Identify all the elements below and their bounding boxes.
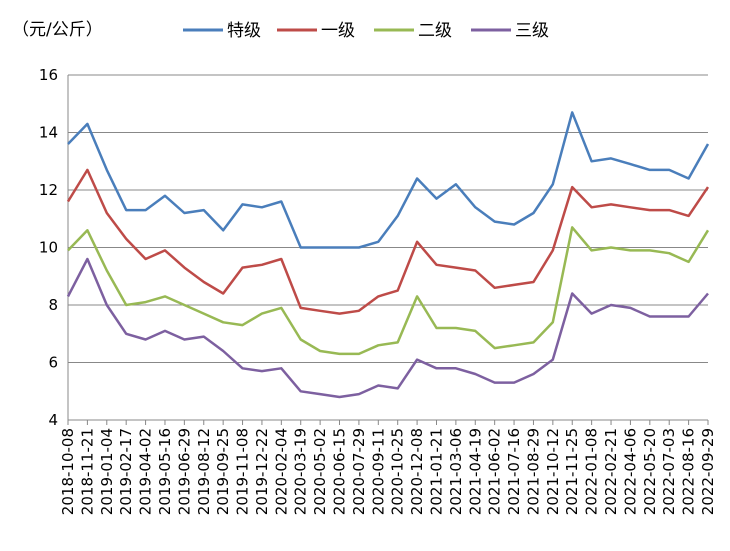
x-tick-label: 2022-08-16 <box>680 428 698 515</box>
y-tick-label: 12 <box>39 181 58 199</box>
x-tick-label: 2018-10-08 <box>59 428 77 515</box>
x-tick-label: 2021-04-19 <box>466 428 484 515</box>
x-tick-label: 2020-09-11 <box>369 428 387 515</box>
series-line-2 <box>67 226 710 356</box>
axes <box>67 75 708 421</box>
y-tick-label: 4 <box>48 411 58 429</box>
x-tick-label: 2019-02-17 <box>117 428 135 515</box>
x-tick-label: 2019-05-16 <box>156 428 174 515</box>
x-tick-label: 2022-09-29 <box>699 428 717 515</box>
legend-label: 一级 <box>321 21 355 41</box>
y-tick-label: 14 <box>39 124 58 142</box>
y-tick-label: 10 <box>39 239 58 257</box>
x-tick-label: 2022-01-08 <box>583 428 601 515</box>
x-tick-label: 2022-04-06 <box>621 428 639 515</box>
y-axis-ticks: 4 6 8 10 12 14 16 <box>39 66 58 429</box>
x-tick-label: 2019-12-22 <box>253 428 271 515</box>
x-tick-label: 2021-11-25 <box>563 428 581 515</box>
series-line-1 <box>66 168 710 315</box>
x-tick-label: 2022-07-03 <box>660 428 678 515</box>
x-tick-label: 2018-11-21 <box>78 428 96 515</box>
y-unit-label: （元/公斤） <box>12 20 103 40</box>
series-line-0 <box>67 111 710 249</box>
x-tick-label: 2019-08-12 <box>195 428 213 515</box>
x-tick-label: 2020-02-04 <box>272 428 290 515</box>
x-tick-label: 2020-03-19 <box>292 428 310 515</box>
series-line-3 <box>66 257 709 399</box>
x-tick-label: 2020-06-15 <box>331 428 349 515</box>
legend-label: 二级 <box>418 21 452 41</box>
series-lines <box>66 111 710 399</box>
x-tick-label: 2021-10-12 <box>544 428 562 515</box>
y-tick-label: 8 <box>48 296 58 314</box>
x-tick-label: 2020-10-25 <box>389 428 407 515</box>
x-tick-label: 2019-11-08 <box>234 428 252 515</box>
x-tick-label: 2021-07-16 <box>505 428 523 515</box>
x-tick-label: 2022-02-21 <box>602 428 620 515</box>
legend-label: 特级 <box>227 21 261 41</box>
x-axis-ticks: 2018-10-08 2018-11-21 2019-01-04 2019-02-17… <box>59 420 717 515</box>
legend-label: 三级 <box>515 21 549 41</box>
x-tick-label: 2021-06-02 <box>486 428 504 515</box>
y-tick-label: 16 <box>39 66 58 84</box>
x-tick-label: 2019-06-29 <box>175 428 193 515</box>
x-tick-label: 2019-04-02 <box>137 428 155 515</box>
x-tick-label: 2022-05-20 <box>641 428 659 515</box>
x-tick-label: 2021-03-06 <box>447 428 465 515</box>
legend: 特级 一级 二级 三级 <box>183 21 549 41</box>
x-tick-label: 2020-05-02 <box>311 428 329 515</box>
x-tick-label: 2019-01-04 <box>98 428 116 515</box>
x-tick-label: 2021-01-21 <box>427 428 445 515</box>
x-tick-label: 2021-08-29 <box>524 428 542 515</box>
x-tick-label: 2020-12-08 <box>408 428 426 515</box>
x-tick-label: 2020-07-29 <box>350 428 368 515</box>
y-tick-label: 6 <box>48 354 58 372</box>
x-tick-label: 2019-09-25 <box>214 428 232 515</box>
